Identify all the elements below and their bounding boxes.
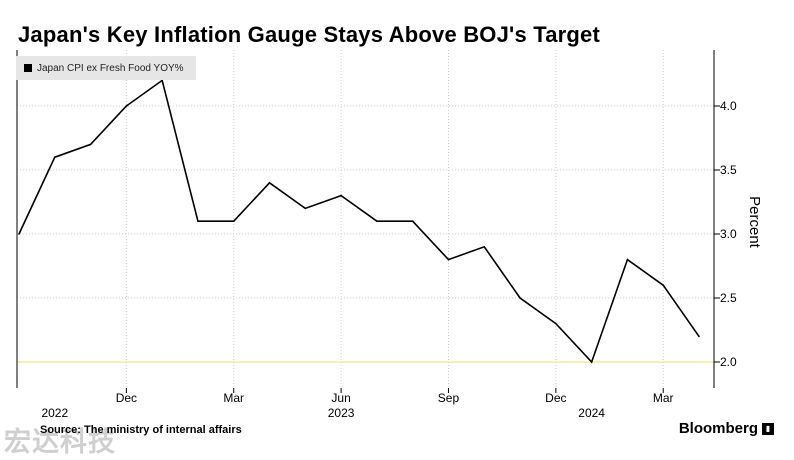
y-tick-label: 3.5: [720, 163, 737, 177]
data-point: [519, 297, 521, 299]
bloomberg-logo: Bloomberg: [678, 420, 758, 437]
data-point: [626, 258, 629, 261]
x-tick-label: Dec: [116, 391, 137, 405]
x-tick-label: Sep: [438, 391, 460, 405]
x-tick-label: Jun: [331, 391, 350, 405]
data-point: [197, 220, 199, 222]
x-year-label: 2023: [328, 406, 355, 420]
data-point: [340, 194, 342, 197]
data-point: [125, 105, 128, 107]
bloomberg-logo-icon: ▮: [762, 423, 774, 435]
legend: Japan CPI ex Fresh Food YOY%: [16, 56, 196, 80]
chart-title: Japan's Key Inflation Gauge Stays Above …: [18, 22, 601, 47]
y-axis-label: Percent: [746, 196, 763, 249]
data-point: [304, 207, 307, 210]
data-point: [53, 156, 56, 158]
x-tick-label: Mar: [223, 391, 244, 405]
legend-label: Japan CPI ex Fresh Food YOY%: [37, 62, 184, 74]
data-point: [555, 322, 557, 325]
data-point: [376, 220, 378, 222]
x-tick-label: Dec: [545, 391, 566, 405]
data-point: [698, 335, 700, 338]
data-point: [161, 79, 163, 82]
data-point: [18, 233, 20, 235]
data-point: [483, 246, 486, 248]
y-tick-label: 2.5: [720, 291, 737, 305]
data-point: [411, 220, 414, 222]
data-point: [268, 182, 271, 184]
x-tick-label: Mar: [653, 391, 674, 405]
y-tick-label: 2.0: [720, 355, 737, 369]
watermark-text: 宏达科技: [4, 427, 116, 458]
data-point: [590, 361, 593, 363]
y-tick-label: 4.0: [720, 99, 737, 113]
series-line: [18, 79, 700, 364]
data-point: [662, 284, 665, 287]
legend-swatch: [24, 64, 32, 72]
x-year-label: 2024: [578, 406, 605, 420]
data-point: [89, 143, 92, 146]
x-year-label: 2022: [41, 406, 68, 420]
source-note: Source: The ministry of internal affairs: [40, 424, 242, 436]
data-point: [447, 258, 450, 261]
y-tick-label: 3.0: [720, 227, 737, 241]
data-point: [232, 220, 235, 222]
